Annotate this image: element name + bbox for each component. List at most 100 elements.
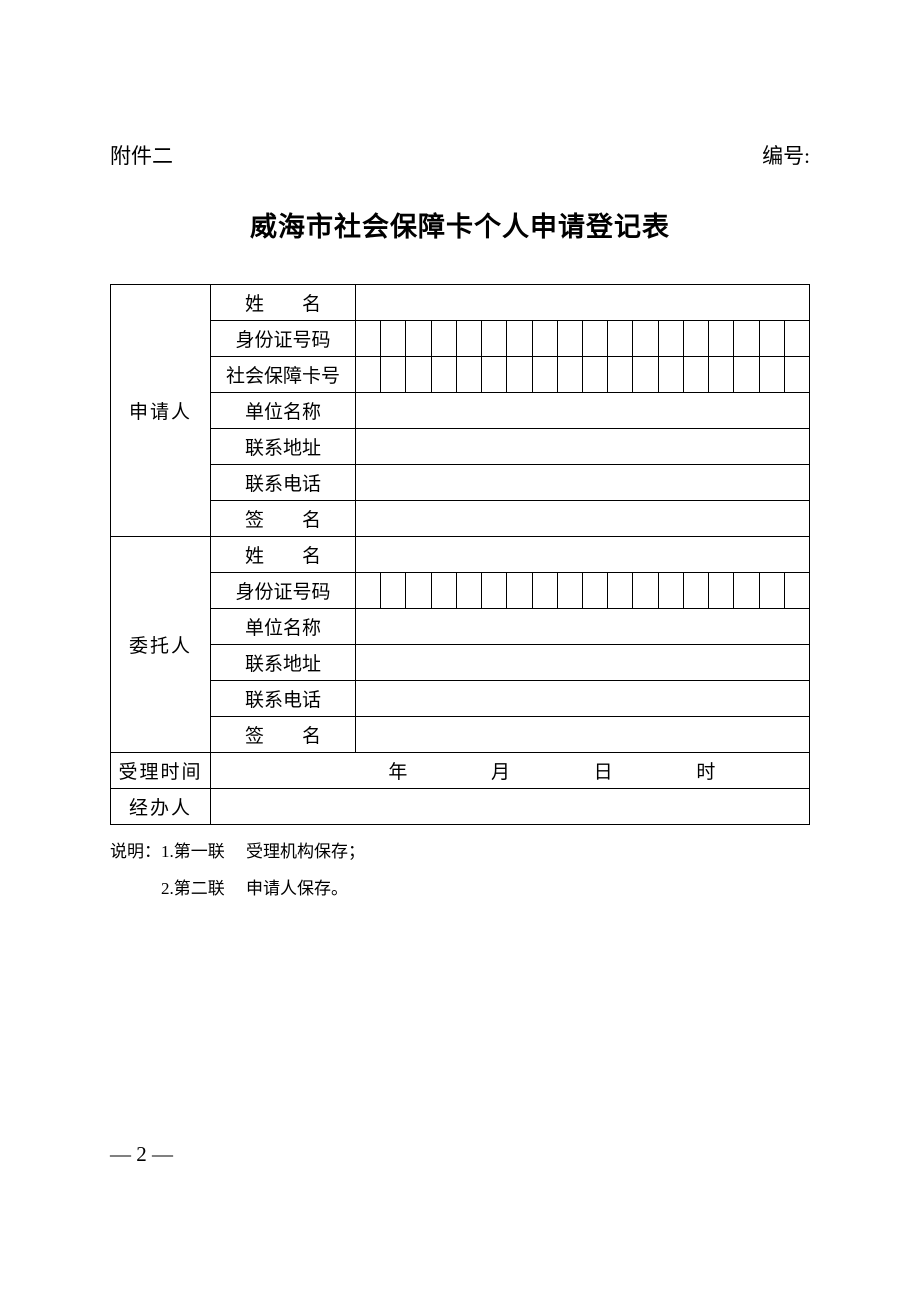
agent-address-value xyxy=(356,645,810,681)
agent-phone-label: 联系电话 xyxy=(211,681,356,717)
registration-table: 申请人 姓 名 身份证号码 社会保障卡号 单位名称 联系地址 联系电话 签 名 xyxy=(110,284,810,825)
digit-cell xyxy=(785,573,809,608)
digit-cell xyxy=(482,573,507,608)
notes-prefix: 说明： xyxy=(110,842,161,861)
digit-cell xyxy=(482,357,507,392)
digit-cell xyxy=(608,357,633,392)
applicant-ss-label: 社会保障卡号 xyxy=(211,357,356,393)
digit-cell xyxy=(760,321,785,356)
agent-section-label: 委托人 xyxy=(111,537,211,753)
applicant-address-label: 联系地址 xyxy=(211,429,356,465)
applicant-signature-label: 签 名 xyxy=(211,501,356,537)
digit-cell xyxy=(709,573,734,608)
hour-label: 时 xyxy=(696,757,715,784)
digit-cell xyxy=(381,357,406,392)
digit-cell xyxy=(432,573,457,608)
digit-cell xyxy=(507,321,532,356)
digit-cell xyxy=(533,321,558,356)
agent-signature-label: 签 名 xyxy=(211,717,356,753)
accept-time-label: 受理时间 xyxy=(111,753,211,789)
digit-cell xyxy=(734,357,759,392)
digit-cell xyxy=(785,357,809,392)
digit-cell xyxy=(583,321,608,356)
digit-cell xyxy=(507,573,532,608)
digit-cell xyxy=(583,357,608,392)
applicant-ss-cells xyxy=(356,357,810,393)
digit-cell xyxy=(659,573,684,608)
digit-cell xyxy=(356,321,381,356)
digit-cell xyxy=(760,573,785,608)
agent-address-label: 联系地址 xyxy=(211,645,356,681)
applicant-section-label: 申请人 xyxy=(111,285,211,537)
notes-line1: 1.第一联 受理机构保存； xyxy=(161,842,365,861)
digit-cell xyxy=(684,573,709,608)
digit-cell xyxy=(406,573,431,608)
doc-title: 威海市社会保障卡个人申请登记表 xyxy=(110,205,810,244)
notes-line2: 2.第二联 申请人保存。 xyxy=(161,879,348,898)
digit-cell xyxy=(558,357,583,392)
agent-id-cells xyxy=(356,573,810,609)
applicant-id-label: 身份证号码 xyxy=(211,321,356,357)
month-label: 月 xyxy=(491,757,510,784)
agent-name-value xyxy=(356,537,810,573)
digit-cell xyxy=(406,321,431,356)
digit-cell xyxy=(558,321,583,356)
applicant-phone-value xyxy=(356,465,810,501)
agent-org-value xyxy=(356,609,810,645)
digit-cell xyxy=(684,357,709,392)
digit-cell xyxy=(533,573,558,608)
doc-header: 附件二 编号: xyxy=(110,140,810,170)
digit-cell xyxy=(482,321,507,356)
digit-cell xyxy=(734,573,759,608)
digit-cell xyxy=(760,357,785,392)
page-number: — 2 — xyxy=(110,1142,173,1167)
digit-cell xyxy=(457,357,482,392)
notes-block: 说明：1.第一联 受理机构保存； 2.第二联 申请人保存。 xyxy=(110,833,810,908)
agent-phone-value xyxy=(356,681,810,717)
agent-id-label: 身份证号码 xyxy=(211,573,356,609)
digit-cell xyxy=(406,357,431,392)
digit-cell xyxy=(381,573,406,608)
digit-cell xyxy=(633,573,658,608)
digit-cell xyxy=(457,573,482,608)
agent-org-label: 单位名称 xyxy=(211,609,356,645)
digit-cell xyxy=(533,357,558,392)
digit-cell xyxy=(633,357,658,392)
applicant-id-cells xyxy=(356,321,810,357)
day-label: 日 xyxy=(594,757,613,784)
year-label: 年 xyxy=(388,757,407,784)
digit-cell xyxy=(558,573,583,608)
digit-cell xyxy=(785,321,809,356)
handler-value xyxy=(211,789,810,825)
digit-cell xyxy=(356,573,381,608)
digit-cell xyxy=(583,573,608,608)
serial-label: 编号: xyxy=(762,140,810,170)
applicant-name-label: 姓 名 xyxy=(211,285,356,321)
handler-label: 经办人 xyxy=(111,789,211,825)
digit-cell xyxy=(709,357,734,392)
applicant-signature-value xyxy=(356,501,810,537)
digit-cell xyxy=(432,321,457,356)
digit-cell xyxy=(659,321,684,356)
agent-name-label: 姓 名 xyxy=(211,537,356,573)
applicant-address-value xyxy=(356,429,810,465)
applicant-phone-label: 联系电话 xyxy=(211,465,356,501)
accept-time-value: 年 月 日 时 xyxy=(211,753,810,789)
digit-cell xyxy=(734,321,759,356)
digit-cell xyxy=(608,321,633,356)
attachment-label: 附件二 xyxy=(110,140,173,170)
applicant-name-value xyxy=(356,285,810,321)
agent-signature-value xyxy=(356,717,810,753)
digit-cell xyxy=(507,357,532,392)
applicant-org-label: 单位名称 xyxy=(211,393,356,429)
digit-cell xyxy=(356,357,381,392)
digit-cell xyxy=(709,321,734,356)
digit-cell xyxy=(608,573,633,608)
digit-cell xyxy=(633,321,658,356)
digit-cell xyxy=(432,357,457,392)
digit-cell xyxy=(457,321,482,356)
digit-cell xyxy=(684,321,709,356)
digit-cell xyxy=(381,321,406,356)
digit-cell xyxy=(659,357,684,392)
applicant-org-value xyxy=(356,393,810,429)
